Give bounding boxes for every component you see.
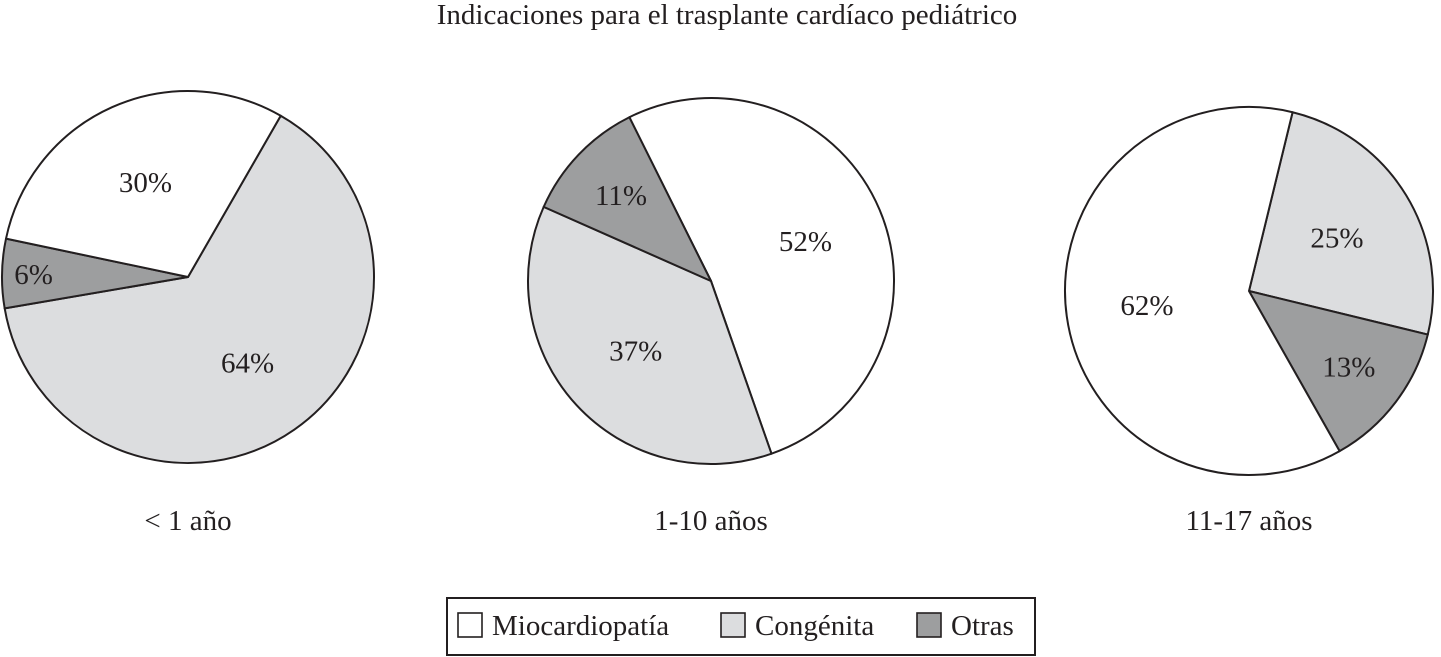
legend-label-congenita: Congénita — [755, 610, 874, 642]
slice-label-congenita-2: 37% — [609, 336, 662, 368]
legend-swatch-congenita — [720, 612, 746, 638]
slice-label-miocardiopatia-1: 30% — [119, 167, 172, 199]
pie-slice-congenita-1 — [3, 114, 375, 465]
pie-slice-congenita-3 — [1248, 111, 1435, 336]
legend: Miocardiopatía Congénita Otras — [446, 597, 1036, 656]
slice-label-miocardiopatia-2: 52% — [779, 226, 832, 258]
legend-label-otras: Otras — [951, 610, 1014, 642]
slice-label-miocardiopatia-3: 62% — [1120, 290, 1173, 322]
legend-swatch-miocardiopatia — [457, 612, 483, 638]
slice-label-otras-3: 13% — [1322, 352, 1375, 384]
pie-caption-under-1-year: < 1 año — [144, 505, 231, 537]
pie-11-to-17-years: 25% 13% 62% — [1064, 106, 1435, 476]
pie-under-1-year: 64% 6% 30% — [1, 90, 375, 465]
pie-1-to-10-years: 52% 37% 11% — [527, 97, 895, 465]
slice-label-otras-2: 11% — [595, 180, 647, 212]
pie-slice-otras-3 — [1248, 290, 1429, 453]
slice-label-otras-1: 6% — [14, 259, 53, 291]
legend-label-miocardiopatia: Miocardiopatía — [492, 610, 669, 642]
slice-label-congenita-1: 64% — [221, 347, 274, 379]
pie-slice-miocardiopatia-1 — [5, 90, 282, 278]
slice-label-congenita-3: 25% — [1310, 223, 1363, 255]
pie-slice-otras-2 — [542, 116, 712, 282]
pie-caption-1-to-10-years: 1-10 años — [654, 505, 768, 537]
pie-slice-miocardiopatia-2 — [628, 97, 895, 455]
legend-swatch-otras — [916, 612, 942, 638]
pie-slice-congenita-2 — [527, 205, 773, 465]
chart-title: Indicaciones para el trasplante cardíaco… — [437, 0, 1018, 31]
pie-caption-11-to-17-years: 11-17 años — [1186, 505, 1313, 537]
pie-slice-miocardiopatia-3 — [1064, 106, 1341, 476]
